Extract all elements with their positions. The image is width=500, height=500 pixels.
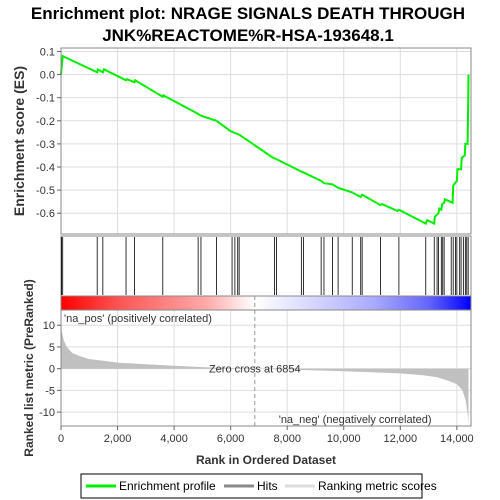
- es-panel: 0.1 0.0 -0.1 -0.2 -0.3 -0.4 -0.5 -0.6: [36, 46, 472, 235]
- es-tick-label: -0.3: [36, 139, 55, 151]
- x-tick-label: 6,000: [217, 433, 245, 445]
- hits-panel-frame: [60, 235, 472, 297]
- rank-tick-label: -5: [45, 385, 55, 397]
- chart-title-line2: JNK%REACTOME%R-HSA-193648.1: [102, 26, 394, 45]
- rank-y-ticks: 10 5 0 -5 -10: [39, 320, 61, 419]
- hits-panel: [60, 235, 472, 297]
- es-y-axis-label: Enrichment score (ES): [11, 66, 27, 216]
- ranking-heat-strip: [60, 295, 472, 311]
- rank-y-axis-label: Ranked list metric (PreRanked): [22, 279, 36, 456]
- chart-title-line1: Enrichment plot: NRAGE SIGNALS DEATH THR…: [31, 4, 465, 23]
- rank-tick-label: 10: [43, 320, 55, 332]
- positive-correlation-label: 'na_pos' (positively correlated): [64, 313, 212, 325]
- x-tick-label: 4,000: [160, 433, 188, 445]
- x-tick-label: 10,000: [327, 433, 361, 445]
- legend-metric-label: Ranking metric scores: [318, 479, 437, 493]
- legend-es-label: Enrichment profile: [119, 479, 216, 493]
- zero-cross-label: Zero cross at 6854: [209, 364, 301, 376]
- rank-tick-label: 5: [49, 342, 55, 354]
- hits-marks: [61, 237, 469, 295]
- x-tick-label: 14,000: [440, 433, 474, 445]
- es-tick-label: -0.5: [36, 185, 55, 197]
- enrichment-profile-line: [60, 54, 470, 226]
- x-axis-label: Rank in Ordered Dataset: [196, 453, 336, 467]
- x-tick-label: 8,000: [273, 433, 301, 445]
- es-tick-label: 0.0: [40, 70, 55, 82]
- es-tick-label: -0.1: [36, 93, 55, 105]
- es-tick-label: -0.6: [36, 208, 55, 220]
- es-tick-label: -0.2: [36, 116, 55, 128]
- x-tick-label: 12,000: [383, 433, 417, 445]
- rank-panel-frame: [60, 309, 472, 427]
- rank-tick-label: 0: [49, 364, 55, 376]
- x-ticks: 0 2,000 4,000 6,000 8,000 10,000 12,000 14,000: [58, 426, 474, 445]
- legend-hits-label: Hits: [257, 479, 278, 493]
- x-tick-label: 2,000: [104, 433, 132, 445]
- es-panel-frame: [60, 47, 472, 235]
- rank-tick-label: -10: [39, 407, 55, 419]
- ranking-metric-area: [61, 317, 469, 423]
- negative-correlation-label: 'na_neg' (negatively correlated): [279, 414, 432, 426]
- es-tick-label: -0.4: [36, 162, 55, 174]
- es-tick-label: 0.1: [40, 46, 55, 58]
- x-tick-label: 0: [58, 433, 64, 445]
- legend: Enrichment profile Hits Ranking metric s…: [80, 473, 437, 499]
- es-y-ticks: 0.1 0.0 -0.1 -0.2 -0.3 -0.4 -0.5 -0.6: [36, 46, 61, 220]
- rank-metric-panel: Zero cross at 6854 'na_pos' (positively …: [39, 296, 472, 427]
